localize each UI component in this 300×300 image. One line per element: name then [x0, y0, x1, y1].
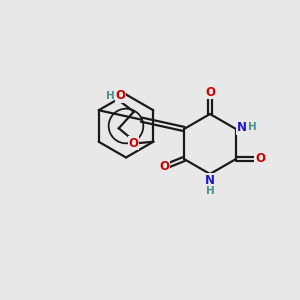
Text: O: O: [128, 137, 138, 150]
Text: O: O: [160, 160, 170, 173]
Text: H: H: [248, 122, 257, 133]
Text: N: N: [205, 173, 215, 187]
Text: O: O: [255, 152, 265, 166]
Text: O: O: [205, 86, 215, 99]
Text: H: H: [106, 91, 115, 100]
Text: N: N: [236, 121, 246, 134]
Text: O: O: [115, 89, 125, 102]
Text: H: H: [206, 186, 214, 196]
